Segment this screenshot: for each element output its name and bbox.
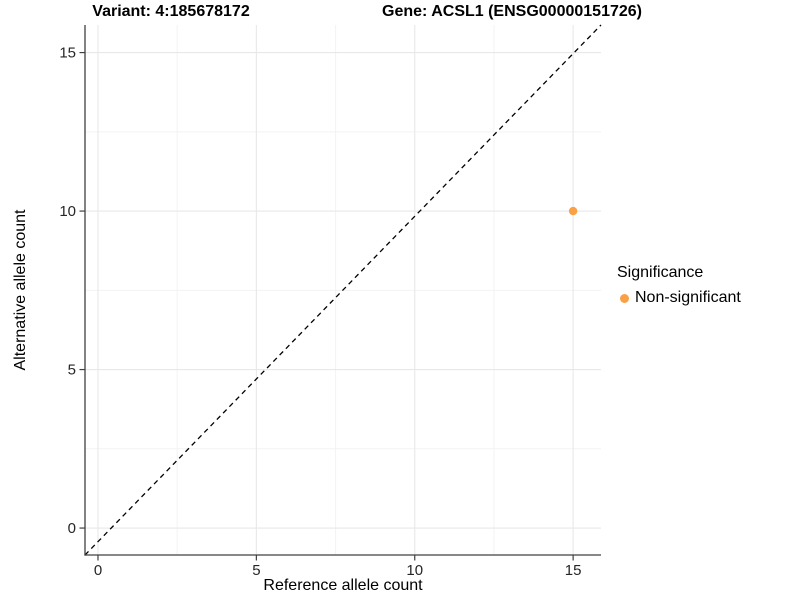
legend-item-label: Non-significant [635,289,741,306]
x-tick-label: 15 [565,562,582,579]
x-tick-label: 5 [252,562,260,579]
legend-title: Significance [617,264,704,281]
gene-title: Gene: ACSL1 (ENSG00000151726) [382,3,642,20]
x-tick-label: 10 [406,562,423,579]
variant-title: Variant: 4:185678172 [92,3,250,20]
legend-item-non-significant: Non-significant [617,289,741,307]
x-tick-label: 0 [94,562,102,579]
data-point [568,206,578,216]
x-axis-label: Reference allele count [263,577,423,594]
y-tick-label: 15 [59,45,76,62]
identity-line [84,24,602,556]
y-tick-label: 0 [68,520,76,537]
legend-point-icon [620,293,629,303]
legend: Significance Non-significant [617,264,741,307]
y-tick-label: 5 [68,362,76,379]
y-tick-label: 10 [59,203,76,220]
